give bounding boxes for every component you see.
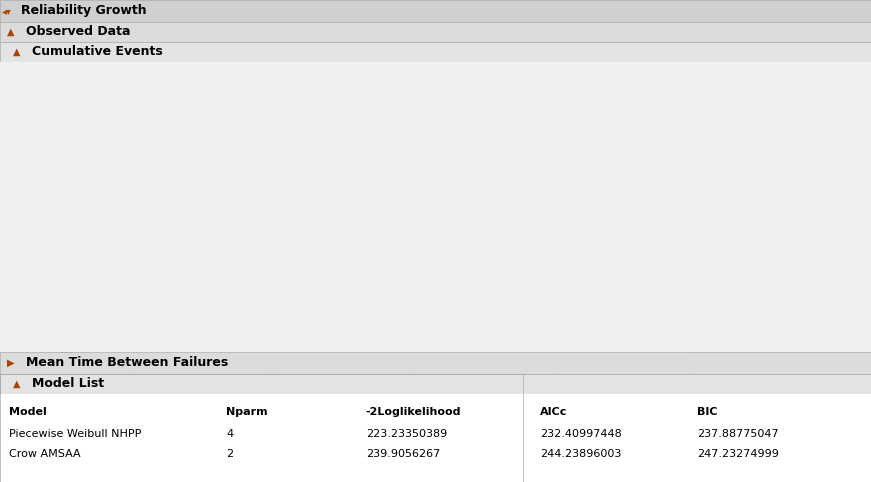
Point [64, 346, 78, 353]
Bar [0, 374, 523, 482]
Point [160, 238, 174, 245]
Point [442, 171, 456, 178]
Point [611, 161, 625, 168]
Bar [706, 89, 739, 120]
Point [167, 232, 181, 240]
Text: 223.23350389: 223.23350389 [366, 429, 447, 439]
Bar [0, 22, 871, 42]
Point [153, 243, 167, 251]
Text: Observed Data: Observed Data [26, 26, 131, 39]
Text: Cumulative Events: Cumulative Events [32, 45, 163, 58]
Point [287, 207, 301, 214]
Point [87, 305, 101, 312]
Point [146, 248, 160, 255]
Point [94, 294, 108, 302]
Point [132, 258, 146, 266]
Text: ▶: ▶ [7, 358, 15, 368]
Bar [0, 0, 871, 22]
Text: ✓: ✓ [712, 141, 719, 151]
Point [294, 201, 308, 209]
Text: ▲: ▲ [13, 47, 21, 57]
Bar [0, 62, 871, 352]
Point [69, 335, 83, 343]
Point [470, 166, 484, 174]
Point [277, 212, 291, 220]
Point [98, 289, 111, 297]
X-axis label: Day: Day [366, 389, 391, 402]
Bar [0, 352, 871, 374]
Point [336, 181, 350, 189]
Bar [706, 130, 739, 161]
Point [101, 284, 115, 292]
Point [91, 299, 105, 307]
Text: BIC: BIC [697, 407, 718, 417]
Point [625, 158, 638, 166]
Text: Mean Time Between Failures: Mean Time Between Failures [26, 357, 228, 370]
Text: 2: 2 [226, 449, 233, 459]
Text: 232.40997448: 232.40997448 [540, 429, 622, 439]
Point [125, 263, 139, 271]
Point [83, 310, 97, 318]
Point [78, 320, 91, 328]
Text: Crow AMSAA: Crow AMSAA [746, 100, 818, 110]
Text: 244.23896003: 244.23896003 [540, 449, 621, 459]
Text: Piecewise Weibull NHPP: Piecewise Weibull NHPP [746, 141, 870, 151]
Text: AICc: AICc [540, 407, 567, 417]
Text: Crow AMSAA: Crow AMSAA [9, 449, 80, 459]
Bar [0, 374, 871, 394]
Text: Model: Model [9, 407, 46, 417]
Point [196, 228, 210, 235]
Text: 237.88775047: 237.88775047 [697, 429, 779, 439]
Text: Nparm: Nparm [226, 407, 268, 417]
Point [301, 197, 315, 204]
Bar [0, 42, 871, 62]
Point [57, 356, 71, 364]
Point [111, 274, 125, 281]
Point [266, 217, 280, 225]
Point [61, 351, 75, 359]
Text: 247.23274999: 247.23274999 [697, 449, 779, 459]
Point [80, 315, 94, 322]
Text: 239.9056267: 239.9056267 [366, 449, 440, 459]
Point [315, 189, 329, 197]
Point [407, 176, 421, 184]
Point [66, 341, 80, 348]
Point [322, 186, 336, 194]
Text: Reliability Growth: Reliability Growth [21, 4, 146, 17]
Text: Model List: Model List [32, 377, 105, 390]
Text: Piecewise Weibull NHPP: Piecewise Weibull NHPP [9, 429, 141, 439]
Text: ◂▾: ◂▾ [2, 6, 11, 16]
Point [308, 191, 322, 199]
Point [456, 168, 469, 176]
Point [139, 253, 153, 261]
Point [75, 325, 89, 333]
Bar [0, 394, 871, 482]
Y-axis label: Cumulative Events: Cumulative Events [20, 165, 33, 282]
Text: ▲: ▲ [13, 379, 21, 389]
Text: -2Loglikelihood: -2Loglikelihood [366, 407, 462, 417]
Point [681, 156, 695, 164]
Text: 4: 4 [226, 429, 233, 439]
Point [118, 268, 132, 276]
Point [477, 164, 491, 172]
Text: ✓: ✓ [712, 100, 719, 110]
Point [72, 330, 86, 338]
Text: ▲: ▲ [7, 27, 15, 37]
Point [329, 184, 343, 191]
Point [105, 279, 119, 286]
